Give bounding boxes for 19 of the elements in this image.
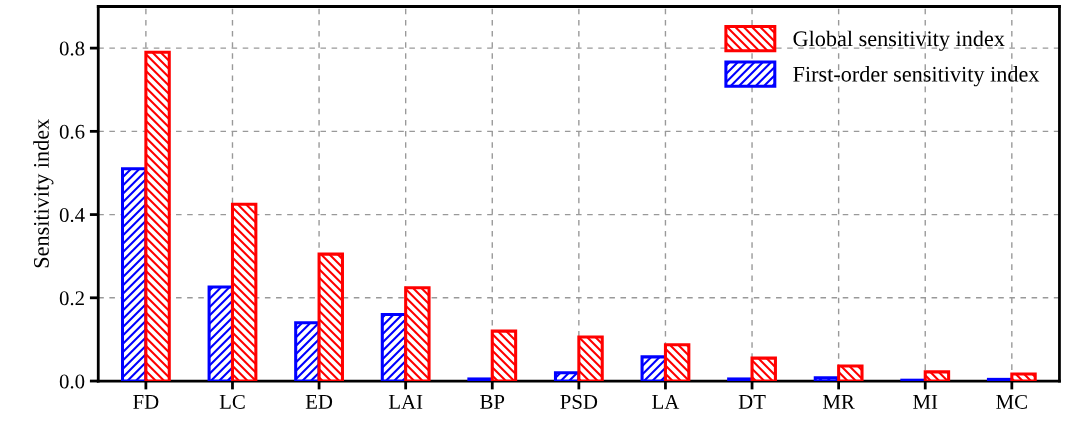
x-tick-label: FD [133,395,159,409]
x-tick-label: LAI [388,394,423,409]
x-tick-label: DT [738,395,766,409]
y-axis-title: Sensitivity index [33,119,54,268]
y-tick-label: 0.8 [59,41,85,56]
y-tick-label: 0.0 [59,374,85,389]
y-tick-label: 0.6 [59,124,85,139]
legend-label: First-order sensitivity index [793,66,1040,87]
x-tick-label: MI [913,395,938,409]
x-tick-label: ED [305,395,333,409]
x-tick-label: LC [219,394,245,409]
legend-label: Global sensitivity index [793,30,1005,51]
x-tick-label: MC [996,394,1027,409]
x-tick-label: MR [823,395,855,409]
y-tick-label: 0.4 [59,207,85,223]
y-tick-label: 0.2 [59,291,84,306]
x-tick-label: BP [480,395,505,409]
x-tick-label: PSD [560,394,598,409]
x-tick-label: LA [652,394,680,409]
